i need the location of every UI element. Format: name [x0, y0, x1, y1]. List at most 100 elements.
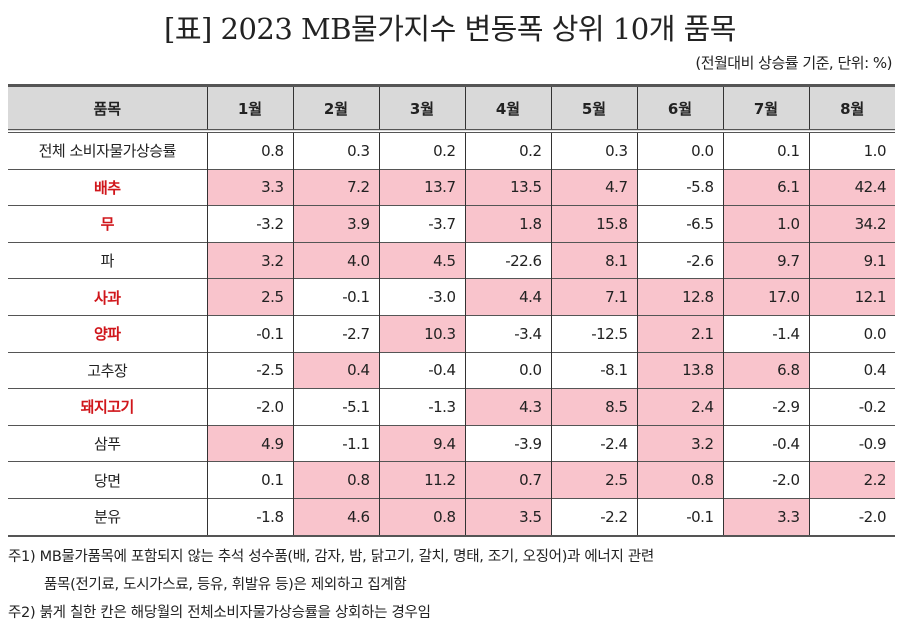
value-cell: -0.4	[378, 351, 465, 389]
value-cell: 13.5	[464, 168, 551, 206]
value-cell: -8.1	[550, 351, 637, 389]
table-row: 고추장 -2.5 0.4 -0.4 0.0 -8.1 13.8 6.8 0.4	[8, 351, 895, 389]
value-cell: -2.6	[636, 241, 723, 279]
table-row: 당면 0.1 0.8 11.2 0.7 2.5 0.8 -2.0 2.2	[8, 461, 895, 499]
value-cell: -0.4	[722, 424, 809, 462]
value-cell: 10.3	[378, 314, 465, 353]
value-cell: 2.1	[636, 314, 723, 353]
value-cell: -0.9	[808, 424, 895, 462]
value-cell: -6.5	[636, 205, 723, 243]
value-cell: 9.7	[722, 241, 809, 279]
value-cell: 15.8	[550, 205, 637, 243]
value-cell: -2.0	[206, 388, 293, 426]
value-cell: -2.2	[550, 497, 637, 537]
value-cell: -2.5	[206, 351, 293, 389]
value-cell: 0.4	[808, 351, 895, 389]
header-month: 8월	[808, 84, 895, 133]
value-cell: 3.2	[636, 424, 723, 462]
value-cell: -1.4	[722, 314, 809, 353]
value-cell: -1.3	[378, 388, 465, 426]
header-month: 3월	[378, 84, 465, 133]
value-cell: 0.0	[464, 351, 551, 389]
page-title: [표] 2023 MB물가지수 변동폭 상위 10개 품목	[164, 12, 737, 46]
table-row: 양파 -0.1 -2.7 10.3 -3.4 -12.5 2.1 -1.4 0.0	[8, 314, 895, 353]
value-cell: -22.6	[464, 241, 551, 279]
item-label: 고추장	[8, 351, 207, 389]
item-label: 돼지고기	[8, 388, 207, 426]
value-cell: 0.1	[722, 130, 809, 170]
header-month: 5월	[550, 84, 637, 133]
value-cell: -2.0	[722, 461, 809, 499]
value-cell: 0.3	[292, 130, 379, 170]
value-cell: 8.5	[550, 388, 637, 426]
value-cell: 0.4	[292, 351, 379, 389]
item-label: 무	[8, 205, 207, 243]
table-row: 파 3.2 4.0 4.5 -22.6 8.1 -2.6 9.7 9.1	[8, 241, 895, 279]
value-cell: 4.0	[292, 241, 379, 279]
value-cell: -2.4	[550, 424, 637, 462]
value-cell: 4.7	[550, 168, 637, 206]
header-row: 품목 1월 2월 3월 4월 5월 6월 7월 8월	[8, 84, 895, 133]
value-cell: -0.1	[206, 314, 293, 353]
baseline-row: 전체 소비자물가상승률 0.8 0.3 0.2 0.2 0.3 0.0 0.1 1.0	[8, 130, 895, 170]
value-cell: -12.5	[550, 314, 637, 353]
table-row: 삼푸 4.9 -1.1 9.4 -3.9 -2.4 3.2 -0.4 -0.9	[8, 424, 895, 462]
value-cell: 0.2	[378, 130, 465, 170]
item-label: 당면	[8, 461, 207, 499]
value-cell: -5.1	[292, 388, 379, 426]
item-label: 분유	[8, 497, 207, 537]
value-cell: 2.5	[206, 278, 293, 316]
value-cell: 1.0	[808, 130, 895, 170]
value-cell: 0.0	[636, 130, 723, 170]
price-change-table: 품목 1월 2월 3월 4월 5월 6월 7월 8월 전체 소비자물가상승률 0.8 0.3 0.2 0…	[8, 84, 895, 537]
value-cell: 9.4	[378, 424, 465, 462]
value-cell: 0.0	[808, 314, 895, 353]
value-cell: -5.8	[636, 168, 723, 206]
value-cell: 13.7	[378, 168, 465, 206]
value-cell: -2.9	[722, 388, 809, 426]
value-cell: -3.0	[378, 278, 465, 316]
value-cell: 0.8	[292, 461, 379, 499]
header-month: 2월	[292, 84, 379, 133]
value-cell: -3.7	[378, 205, 465, 243]
item-label: 배추	[8, 168, 207, 206]
value-cell: 3.5	[464, 497, 551, 537]
value-cell: -3.9	[464, 424, 551, 462]
item-label: 전체 소비자물가상승률	[8, 130, 207, 170]
value-cell: 12.8	[636, 278, 723, 316]
value-cell: 8.1	[550, 241, 637, 279]
item-label: 삼푸	[8, 424, 207, 462]
value-cell: 11.2	[378, 461, 465, 499]
header-month: 6월	[636, 84, 723, 133]
value-cell: -1.8	[206, 497, 293, 537]
item-label: 파	[8, 241, 207, 279]
value-cell: 7.2	[292, 168, 379, 206]
value-cell: 3.3	[722, 497, 809, 537]
value-cell: 0.1	[206, 461, 293, 499]
value-cell: 13.8	[636, 351, 723, 389]
header-month: 4월	[464, 84, 551, 133]
value-cell: 12.1	[808, 278, 895, 316]
table-row: 무 -3.2 3.9 -3.7 1.8 15.8 -6.5 1.0 34.2	[8, 205, 895, 243]
value-cell: 17.0	[722, 278, 809, 316]
value-cell: 4.6	[292, 497, 379, 537]
value-cell: -0.2	[808, 388, 895, 426]
value-cell: -3.4	[464, 314, 551, 353]
value-cell: 1.8	[464, 205, 551, 243]
value-cell: 6.8	[722, 351, 809, 389]
value-cell: 4.4	[464, 278, 551, 316]
value-cell: -0.1	[636, 497, 723, 537]
value-cell: 42.4	[808, 168, 895, 206]
value-cell: 0.8	[378, 497, 465, 537]
unit-note: (전월대비 상승률 기준, 단위: %)	[695, 54, 892, 72]
value-cell: 4.5	[378, 241, 465, 279]
table-row: 배추 3.3 7.2 13.7 13.5 4.7 -5.8 6.1 42.4	[8, 168, 895, 206]
footnotes: 주1) MB물가품목에 포함되지 않는 추석 성수품(배, 감자, 밤, 닭고기…	[8, 543, 654, 627]
footnote-1: 주1) MB물가품목에 포함되지 않는 추석 성수품(배, 감자, 밤, 닭고기…	[8, 549, 654, 565]
value-cell: 3.9	[292, 205, 379, 243]
value-cell: -1.1	[292, 424, 379, 462]
header-month: 7월	[722, 84, 809, 133]
footnote-2: 주2) 붉게 칠한 칸은 해당월의 전체소비자물가상승률을 상회하는 경우임	[8, 605, 431, 621]
value-cell: -3.2	[206, 205, 293, 243]
value-cell: 6.1	[722, 168, 809, 206]
